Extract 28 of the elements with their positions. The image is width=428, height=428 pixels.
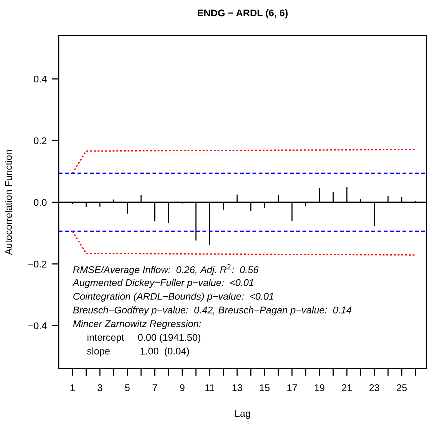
chart-title: ENDG − ARDL (6, 6) xyxy=(198,10,288,19)
annotation: Mincer Zarnowitz Regression: xyxy=(73,320,202,330)
x-tick-label: 1 xyxy=(70,384,75,392)
x-tick-label: 21 xyxy=(342,384,352,392)
y-tick-label: 0.2 xyxy=(34,138,47,144)
x-tick-label: 25 xyxy=(397,384,408,392)
y-tick-label: −0.4 xyxy=(28,322,47,330)
annotation: Augmented Dickey−Fuller p−value: <0.01 xyxy=(72,279,254,288)
x-tick-label: 3 xyxy=(98,384,102,392)
x-tick-label: 23 xyxy=(370,384,380,392)
x-tick-label: 17 xyxy=(288,384,298,392)
x-tick-label: 15 xyxy=(260,384,270,392)
x-tick-label: 13 xyxy=(232,384,242,392)
x-tick-label: 19 xyxy=(315,384,325,392)
x-tick-label: 5 xyxy=(125,384,130,392)
annotation: Cointegration (ARDL−Bounds) p−value: <0.01 xyxy=(74,292,274,302)
x-tick-label: 11 xyxy=(206,384,215,392)
y-tick-label: 0.4 xyxy=(34,76,47,83)
y-axis-title: Autocorrelation Function xyxy=(5,150,12,256)
y-tick-label: −0.2 xyxy=(28,260,47,268)
annotation: intercept 0.00 (1941.50) xyxy=(88,334,201,344)
y-tick-label: 0.0 xyxy=(34,199,47,206)
x-tick-label: 9 xyxy=(180,384,185,392)
annotation: RMSE/Average Inflow: 0.26, Adj. R$^{2}$: 0.56 xyxy=(73,264,259,276)
x-tick-label: 7 xyxy=(152,384,158,392)
x-axis-title: Lag xyxy=(236,410,250,420)
annotation: slope 1.00 (0.04) xyxy=(87,348,190,357)
annotation: Breusch−Godfrey p−value: 0.42, Breusch−Pagan p−value: 0.14 xyxy=(73,306,352,316)
